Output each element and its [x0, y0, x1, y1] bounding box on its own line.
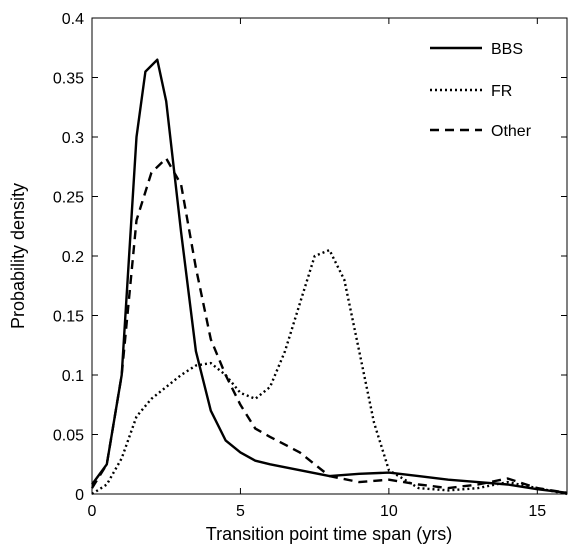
legend-label-fr: FR: [491, 83, 512, 100]
y-tick-label: 0.25: [53, 190, 84, 207]
y-tick-label: 0: [75, 487, 84, 504]
y-axis: 0 0.05 0.1 0.15 0.2 0.25 0.3 0.35 0.4: [53, 11, 567, 504]
y-tick-label: 0.35: [53, 71, 84, 88]
legend-label-bbs: BBS: [491, 41, 523, 58]
x-axis-label: Transition point time span (yrs): [206, 524, 452, 544]
y-tick-label: 0.05: [53, 428, 84, 445]
x-axis: 0 5 10 15: [88, 18, 546, 520]
x-tick-label: 10: [380, 503, 398, 520]
series-line-other: [90, 157, 568, 494]
x-tick-label: 5: [236, 503, 245, 520]
y-tick-label: 0.4: [62, 11, 84, 28]
legend-label-other: Other: [491, 123, 532, 140]
series-line-fr: [91, 248, 568, 496]
legend: BBS FR Other: [430, 41, 532, 140]
x-tick-label: 15: [528, 503, 546, 520]
series-line-bbs: [91, 58, 568, 494]
series-layer: [90, 58, 568, 496]
y-tick-label: 0.3: [62, 130, 84, 147]
y-axis-label: Probability density: [8, 183, 28, 329]
plot-area-frame: [91, 17, 568, 495]
y-tick-label: 0.1: [62, 368, 84, 385]
x-tick-label: 0: [88, 503, 97, 520]
y-tick-label: 0.15: [53, 309, 84, 326]
y-tick-label: 0.2: [62, 249, 84, 266]
